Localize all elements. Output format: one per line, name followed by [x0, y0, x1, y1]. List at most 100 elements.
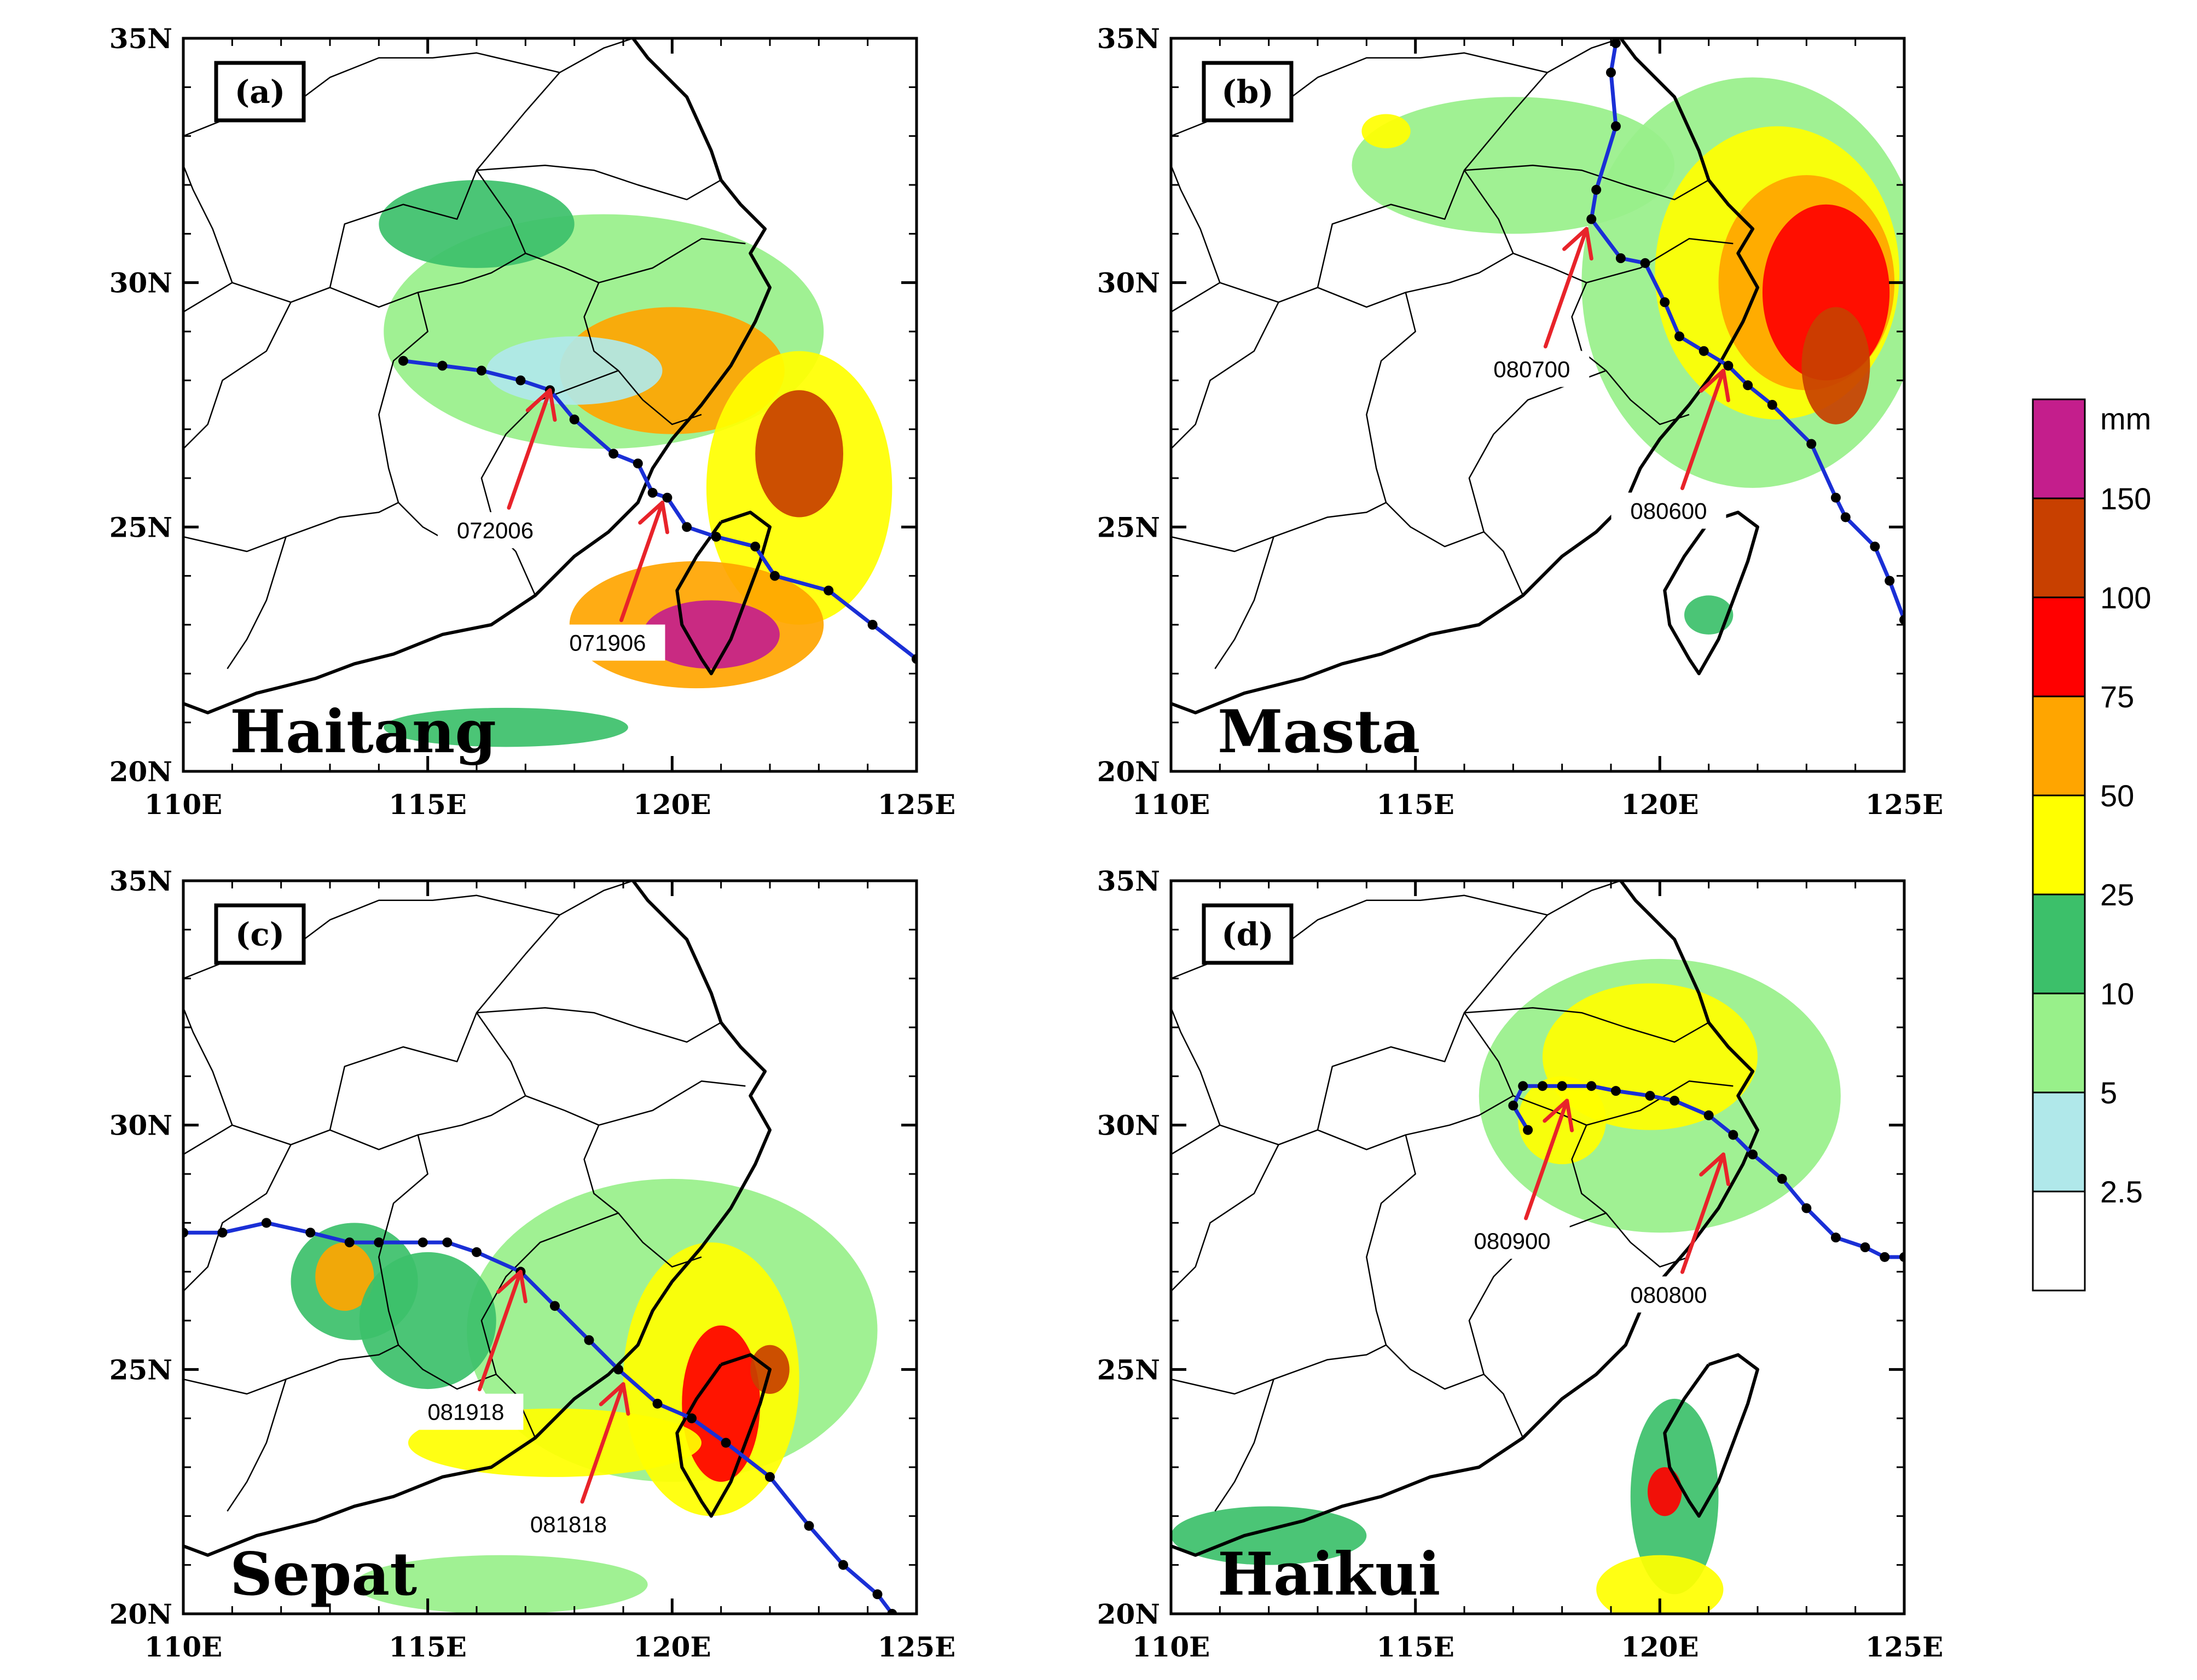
province-border — [227, 1379, 287, 1512]
track-point — [647, 487, 658, 498]
label-box — [550, 624, 665, 661]
taiwan-coastline — [675, 1353, 772, 1518]
time-annotation: 071906 — [550, 501, 669, 661]
colorbar-swatch — [2032, 1190, 2086, 1292]
taiwan-coastline — [675, 510, 772, 676]
x-tick-label: 125E — [1865, 788, 1943, 821]
panel-tag: (a) — [235, 73, 285, 111]
x-tick-label: 110E — [144, 1631, 222, 1663]
track-point — [1610, 38, 1621, 48]
track-point — [1586, 214, 1597, 224]
panel-tag-box — [214, 61, 306, 123]
track-point — [711, 532, 721, 542]
track-point — [867, 620, 878, 630]
track-point — [1801, 1203, 1812, 1213]
rainfall-field — [291, 1178, 878, 1614]
time-label: 080600 — [1630, 498, 1707, 524]
track-point — [804, 1521, 814, 1531]
track-point — [344, 1237, 355, 1248]
rain-blob — [642, 600, 780, 669]
province-border — [1468, 1212, 1607, 1375]
province-border — [1214, 1379, 1274, 1512]
track-point — [1645, 1091, 1655, 1101]
province-border — [183, 1344, 399, 1395]
track-point — [1699, 346, 1709, 356]
rain-blob — [1596, 1555, 1724, 1614]
track-point — [682, 522, 692, 532]
time-label: 080700 — [1493, 356, 1570, 382]
red-arrow — [580, 1382, 625, 1504]
colorbar-label: 150 — [2100, 481, 2151, 516]
rain-blob — [1648, 1467, 1682, 1516]
arrow-head — [1721, 1152, 1730, 1187]
province-border — [1171, 165, 1221, 283]
arrow-head — [518, 1270, 527, 1304]
colorbar-label: 25 — [2100, 877, 2134, 912]
map-content: 080700 080600 — [1171, 38, 1904, 714]
y-tick-label: 20N — [1097, 1598, 1160, 1630]
x-tick-label: 115E — [389, 1631, 466, 1663]
x-tick-label: 120E — [1621, 788, 1699, 821]
storm-name: Masta — [1218, 697, 1420, 766]
time-label: 071906 — [569, 630, 646, 656]
track-point — [838, 1560, 848, 1570]
rain-blob — [1684, 595, 1734, 635]
track-point — [1557, 1081, 1567, 1091]
x-tick-label: 110E — [144, 788, 222, 821]
track-point — [1610, 121, 1621, 131]
storm-name: Haitang — [230, 697, 496, 766]
label-box — [1454, 1223, 1570, 1259]
track-point — [1723, 361, 1734, 371]
x-tick-label: 125E — [1865, 1631, 1943, 1663]
track-point — [1674, 331, 1685, 341]
province-border — [1171, 238, 1734, 313]
y-tick-label: 30N — [1097, 1109, 1160, 1142]
red-arrow — [1524, 1098, 1569, 1220]
province-border — [183, 301, 292, 450]
y-tick-label: 35N — [1097, 22, 1160, 55]
colorbar-label: 2.5 — [2100, 1175, 2143, 1209]
arrow-head — [1721, 368, 1730, 403]
colorbar-label: 5 — [2100, 1076, 2117, 1110]
province-border — [227, 536, 287, 670]
time-annotation: 080700 — [1474, 226, 1593, 387]
track-point — [472, 1247, 482, 1257]
track-point — [374, 1237, 384, 1248]
arrow-head — [1562, 226, 1589, 251]
colorbar-label: 10 — [2100, 976, 2134, 1011]
coastline — [183, 38, 772, 714]
panel-tag: (b) — [1221, 73, 1273, 111]
rain-blob — [1801, 307, 1870, 425]
time-label: 081818 — [530, 1512, 607, 1537]
red-arrow — [1680, 1152, 1725, 1274]
rain-blob — [384, 707, 628, 747]
y-tick-label: 25N — [1097, 1353, 1160, 1386]
province-border — [183, 502, 399, 553]
time-label: 081918 — [427, 1399, 504, 1425]
y-tick-label: 35N — [109, 865, 172, 897]
time-annotation: 080800 — [1611, 1152, 1730, 1313]
arrow-head — [1565, 1098, 1574, 1132]
x-tick-label: 120E — [633, 1631, 711, 1663]
province-border — [1171, 1344, 1387, 1395]
track-point — [1777, 1173, 1787, 1184]
track-point — [1606, 67, 1616, 78]
y-tick-label: 35N — [1097, 865, 1160, 897]
track-point — [1591, 184, 1602, 195]
rain-blob — [1361, 114, 1411, 148]
track-point — [1880, 1252, 1890, 1262]
colorbar-swatch — [2032, 893, 2086, 995]
x-tick-label: 110E — [1132, 788, 1210, 821]
track-point — [687, 1413, 697, 1423]
label-box — [511, 1506, 626, 1543]
province-border — [1171, 502, 1387, 553]
track-point — [418, 1237, 428, 1248]
red-arrow — [507, 388, 552, 510]
track-point — [217, 1228, 228, 1238]
rain-blob — [755, 390, 843, 518]
province-border — [1464, 165, 1709, 201]
province-border — [1171, 301, 1279, 450]
panel-frame — [1169, 37, 1906, 773]
